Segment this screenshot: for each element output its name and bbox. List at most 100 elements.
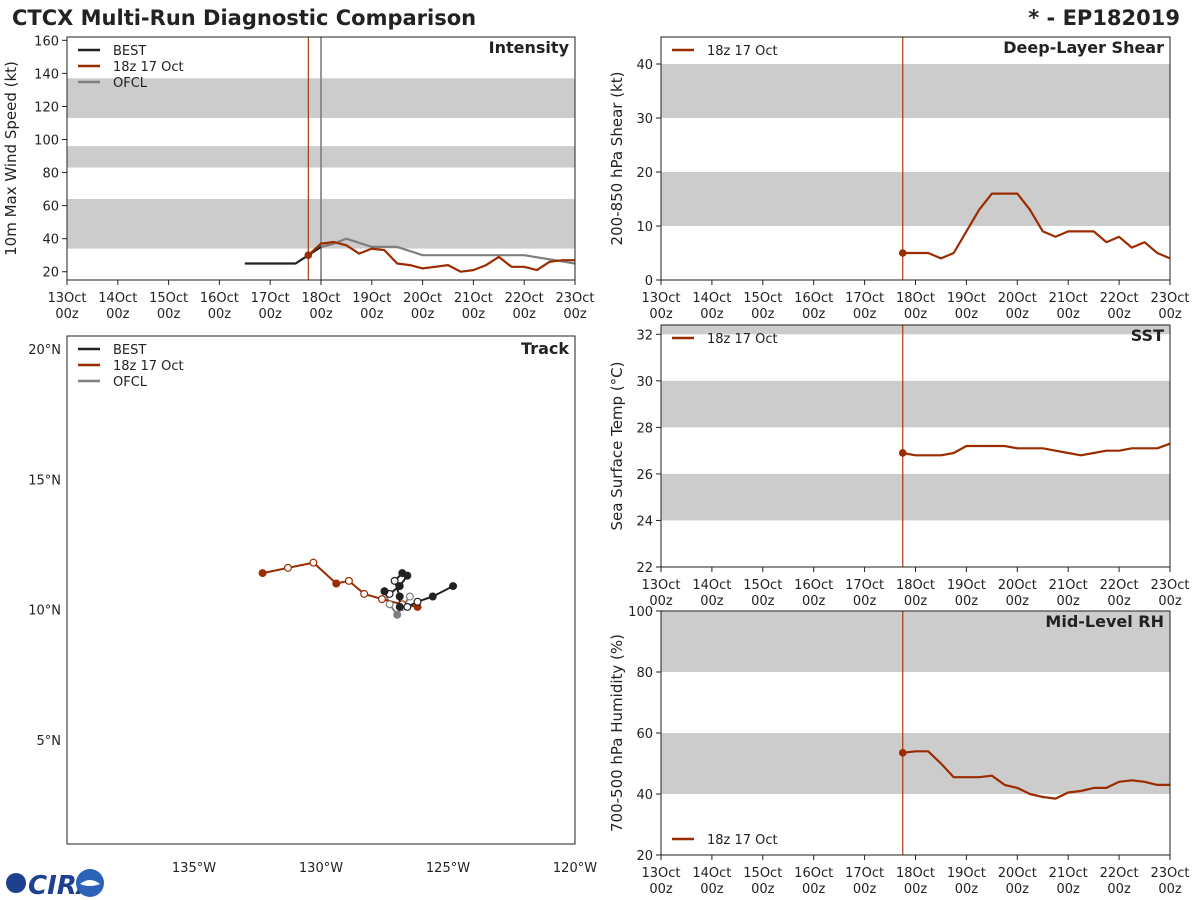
intensity-xtick-hour: 00z: [309, 307, 333, 322]
track-point-best: [403, 571, 412, 580]
sst-xtick-day: 21Oct: [1049, 578, 1088, 593]
shear-xtick-hour: 00z: [649, 307, 673, 322]
sst-ytick-label: 26: [636, 468, 653, 483]
rh-ytick-label: 20: [636, 849, 653, 864]
shear-legend-label: 18z 17 Oct: [707, 44, 778, 59]
rh-xtick-day: 14Oct: [692, 866, 731, 881]
shear-xtick-hour: 00z: [1006, 307, 1030, 322]
rh-ytick-label: 40: [636, 788, 653, 803]
intensity-legend-label: OFCL: [113, 76, 148, 91]
sst-xtick-day: 18Oct: [896, 578, 935, 593]
sst-xtick-hour: 00z: [1107, 594, 1131, 609]
intensity-ytick-label: 120: [34, 100, 59, 115]
track-point-best: [380, 587, 389, 596]
intensity-series-run: [307, 240, 575, 273]
intensity-ytick-label: 100: [34, 133, 59, 148]
track-ytick-label: 10°N: [28, 604, 61, 619]
track-point-best: [390, 576, 399, 585]
rh-initial-point: [898, 749, 907, 757]
shear-xtick-day: 13Oct: [641, 291, 680, 306]
rh-xtick-day: 20Oct: [998, 866, 1037, 881]
shear-xtick-hour: 00z: [802, 307, 826, 322]
rh-legend-label: 18z 17 Oct: [707, 833, 778, 848]
track-title: Track: [521, 339, 569, 358]
intensity-xtick-day: 16Oct: [200, 291, 239, 306]
cira-logo: CIRA: [6, 869, 104, 900]
sst-xtick-hour: 00z: [1006, 594, 1030, 609]
sst-xtick-hour: 00z: [1158, 594, 1182, 609]
intensity-xtick-day: 22Oct: [505, 291, 544, 306]
track-legend-label: OFCL: [113, 375, 148, 390]
track-point-best: [395, 602, 404, 611]
intensity-xtick-hour: 00z: [208, 307, 232, 322]
sst-xtick-hour: 00z: [751, 594, 775, 609]
sst-legend-label: 18z 17 Oct: [707, 332, 778, 347]
sst-xtick-day: 20Oct: [998, 578, 1037, 593]
shear-xtick-day: 19Oct: [947, 291, 986, 306]
shear-xtick-day: 16Oct: [794, 291, 833, 306]
intensity-ylabel: 10m Max Wind Speed (kt): [2, 61, 20, 256]
rh-xtick-day: 17Oct: [845, 866, 884, 881]
sst-ytick-label: 24: [636, 514, 653, 529]
shear-initial-point: [898, 249, 907, 257]
shear-xtick-hour: 00z: [853, 307, 877, 322]
sst-axes-frame: [660, 324, 1171, 568]
track-point-best: [395, 592, 404, 601]
intensity-ytick-label: 160: [34, 34, 59, 49]
track-point-ofcl: [385, 600, 394, 609]
sst-xtick-day: 23Oct: [1150, 578, 1189, 593]
rh-title: Mid-Level RH: [1045, 612, 1164, 631]
intensity-xtick-hour: 00z: [55, 307, 79, 322]
track-xtick-label: 130°W: [299, 861, 343, 876]
sst-xtick-day: 13Oct: [641, 578, 680, 593]
shear-xtick-hour: 00z: [955, 307, 979, 322]
rh-xtick-hour: 00z: [649, 882, 673, 897]
sst-ytick-label: 28: [636, 421, 653, 436]
track-legend-label: BEST: [113, 343, 146, 358]
shear-xtick-day: 15Oct: [743, 291, 782, 306]
intensity-xtick-day: 20Oct: [403, 291, 442, 306]
shear-xtick-day: 21Oct: [1049, 291, 1088, 306]
sst-series-run: [902, 442, 1171, 457]
intensity-title: Intensity: [489, 38, 570, 57]
track-point-run: [344, 576, 353, 585]
shear-xtick-hour: 00z: [751, 307, 775, 322]
intensity-xtick-day: 13Oct: [47, 291, 86, 306]
shear-ytick-label: 40: [636, 58, 653, 73]
sst-ylabel: Sea Surface Temp (°C): [608, 361, 626, 530]
sst-xtick-day: 22Oct: [1100, 578, 1139, 593]
cira-logo-wave: [80, 880, 100, 886]
shear-xtick-day: 23Oct: [1150, 291, 1189, 306]
intensity-xtick-hour: 00z: [259, 307, 283, 322]
intensity-series-best: [244, 242, 334, 265]
rh-xtick-day: 15Oct: [743, 866, 782, 881]
rh-xtick-day: 19Oct: [947, 866, 986, 881]
rh-xtick-hour: 00z: [1006, 882, 1030, 897]
intensity-xtick-hour: 00z: [157, 307, 181, 322]
track-panel: 135°W 130°W 125°W 120°W 5°N 10°N 15°N 20°N Track…: [28, 335, 597, 876]
shear-ytick-label: 30: [636, 112, 653, 127]
track-point-best: [413, 597, 422, 606]
track-ytick-label: 5°N: [37, 734, 62, 749]
intensity-ytick-label: 20: [42, 266, 59, 281]
shear-band: [661, 64, 1170, 118]
rh-xtick-hour: 00z: [700, 882, 724, 897]
intensity-ytick-label: 40: [42, 233, 59, 248]
sst-xtick-hour: 00z: [955, 594, 979, 609]
sst-ytick-label: 22: [636, 561, 653, 576]
track-point-ofcl: [393, 610, 402, 619]
shear-ytick-label: 0: [645, 274, 653, 289]
rh-ytick-label: 80: [636, 666, 653, 681]
track-point-run: [377, 595, 386, 604]
intensity-xtick-day: 17Oct: [251, 291, 290, 306]
rh-xtick-hour: 00z: [1158, 882, 1182, 897]
intensity-xtick-hour: 00z: [106, 307, 130, 322]
sst-band: [661, 473, 1170, 521]
rh-xtick-hour: 00z: [1107, 882, 1131, 897]
shear-band: [661, 172, 1170, 226]
intensity-legend-label: BEST: [113, 44, 146, 59]
rh-ytick-label: 60: [636, 727, 653, 742]
shear-ylabel: 200-850 hPa Shear (kt): [608, 72, 626, 246]
shear-ytick-label: 20: [636, 166, 653, 181]
